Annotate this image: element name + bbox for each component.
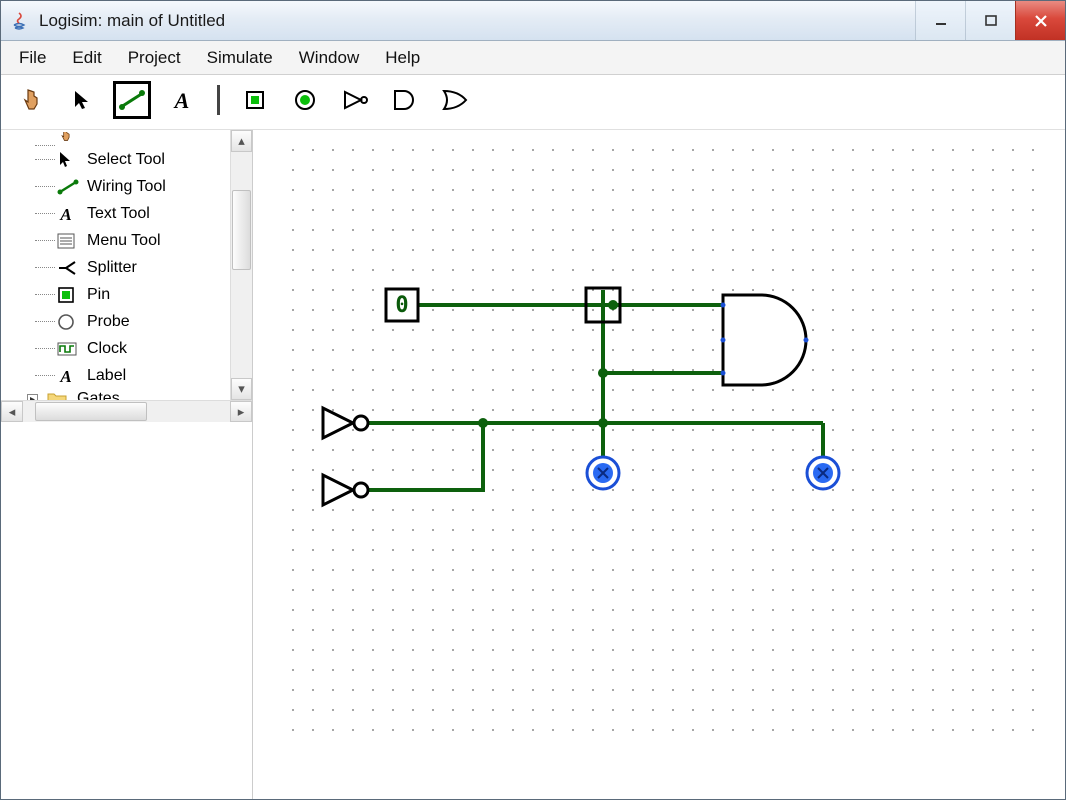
tree-label: Wiring Tool <box>87 178 166 196</box>
tree-item-splitter[interactable]: Splitter <box>1 254 230 281</box>
tree-label: Label <box>87 367 126 385</box>
not-gate-2[interactable] <box>323 475 368 505</box>
select-tool-button[interactable] <box>63 81 101 119</box>
tree-item-poke[interactable] <box>1 132 230 146</box>
scroll-up-button[interactable]: ▴ <box>231 130 252 152</box>
vscroll-thumb[interactable] <box>232 190 251 270</box>
tree-item-wiring[interactable]: Wiring Tool <box>1 173 230 200</box>
toolbar: A <box>1 75 1065 130</box>
close-button[interactable] <box>1015 1 1065 40</box>
tree-label: Splitter <box>87 259 137 277</box>
circuit-diagram[interactable]: 0 <box>283 140 1043 700</box>
hscroll-thumb[interactable] <box>35 402 147 421</box>
output-pin-1[interactable] <box>587 457 619 489</box>
scroll-right-button[interactable]: ▸ <box>230 401 252 422</box>
tree-item-clock[interactable]: Clock <box>1 335 230 362</box>
tree-vscrollbar[interactable]: ▴ ▾ <box>230 130 252 400</box>
wire-icon <box>57 176 81 198</box>
titlebar[interactable]: Logisim: main of Untitled <box>1 1 1065 41</box>
folder-icon <box>47 389 71 400</box>
tree-label: Gates <box>77 390 120 400</box>
or-gate-button[interactable] <box>436 81 474 119</box>
pin-value: 0 <box>395 293 408 318</box>
tree-list[interactable]: Select Tool Wiring Tool A <box>1 130 230 400</box>
tree-hscrollbar[interactable]: ◂ ▸ <box>1 400 252 422</box>
app-window: Logisim: main of Untitled File Edit Proj… <box>0 0 1066 800</box>
and-gate[interactable] <box>721 295 809 385</box>
tree-item-label[interactable]: A Label <box>1 362 230 389</box>
pin-icon <box>57 284 81 306</box>
splitter-icon <box>57 257 81 279</box>
window-controls <box>915 1 1065 40</box>
svg-text:A: A <box>173 88 190 112</box>
tree-label: Select Tool <box>87 151 165 169</box>
canvas[interactable]: 0 <box>253 130 1065 799</box>
menu-edit[interactable]: Edit <box>60 44 113 72</box>
tree-item-menu[interactable]: Menu Tool <box>1 227 230 254</box>
junctions <box>478 368 608 428</box>
wiring-tool-button[interactable] <box>113 81 151 119</box>
poke-tool-button[interactable] <box>13 81 51 119</box>
tree-item-select[interactable]: Select Tool <box>1 146 230 173</box>
menu-simulate[interactable]: Simulate <box>195 44 285 72</box>
tree-label: Pin <box>87 286 110 304</box>
tree-label: Probe <box>87 313 130 331</box>
clock-icon <box>57 338 81 360</box>
scroll-down-button[interactable]: ▾ <box>231 378 252 400</box>
tree-item-text[interactable]: A Text Tool <box>1 200 230 227</box>
window-title: Logisim: main of Untitled <box>39 11 225 31</box>
input-pin[interactable]: 0 <box>386 289 418 321</box>
menubar: File Edit Project Simulate Window Help <box>1 41 1065 75</box>
not-gate-1[interactable] <box>323 408 368 438</box>
tree-label: Menu Tool <box>87 232 161 250</box>
not-gate-button[interactable] <box>336 81 374 119</box>
tree-folder-gates[interactable]: Gates <box>1 389 230 400</box>
svg-text:A: A <box>59 367 71 385</box>
toolbar-separator <box>217 85 220 115</box>
poke-icon <box>57 132 81 146</box>
output-pin-button[interactable] <box>286 81 324 119</box>
text-tool-button[interactable]: A <box>163 81 201 119</box>
java-icon <box>9 11 29 31</box>
component-tree: Select Tool Wiring Tool A <box>1 130 252 400</box>
letter-a-icon: A <box>57 203 81 225</box>
tree-label: Text Tool <box>87 205 150 223</box>
arrow-icon <box>57 149 81 171</box>
maximize-button[interactable] <box>965 1 1015 40</box>
minimize-button[interactable] <box>915 1 965 40</box>
menu-icon <box>57 230 81 252</box>
tree-item-pin[interactable]: Pin <box>1 281 230 308</box>
and-gate-button[interactable] <box>386 81 424 119</box>
probe-icon <box>57 311 81 333</box>
sidebar: Select Tool Wiring Tool A <box>1 130 253 799</box>
input-pin-button[interactable] <box>236 81 274 119</box>
menu-help[interactable]: Help <box>373 44 432 72</box>
content-area: Select Tool Wiring Tool A <box>1 130 1065 799</box>
label-icon: A <box>57 365 81 387</box>
output-pin-2[interactable] <box>807 457 839 489</box>
menu-project[interactable]: Project <box>116 44 193 72</box>
svg-text:A: A <box>59 205 71 223</box>
tree-label: Clock <box>87 340 127 358</box>
menu-window[interactable]: Window <box>287 44 371 72</box>
expand-icon[interactable] <box>27 394 38 401</box>
menu-file[interactable]: File <box>7 44 58 72</box>
tree-item-probe[interactable]: Probe <box>1 308 230 335</box>
scroll-left-button[interactable]: ◂ <box>1 401 23 422</box>
hscroll-track[interactable] <box>23 401 230 422</box>
